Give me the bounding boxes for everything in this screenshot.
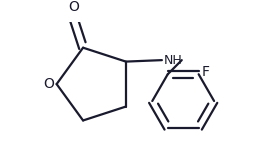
Text: O: O bbox=[68, 0, 79, 14]
Text: F: F bbox=[201, 65, 210, 79]
Text: O: O bbox=[43, 77, 54, 91]
Text: NH: NH bbox=[164, 54, 183, 67]
